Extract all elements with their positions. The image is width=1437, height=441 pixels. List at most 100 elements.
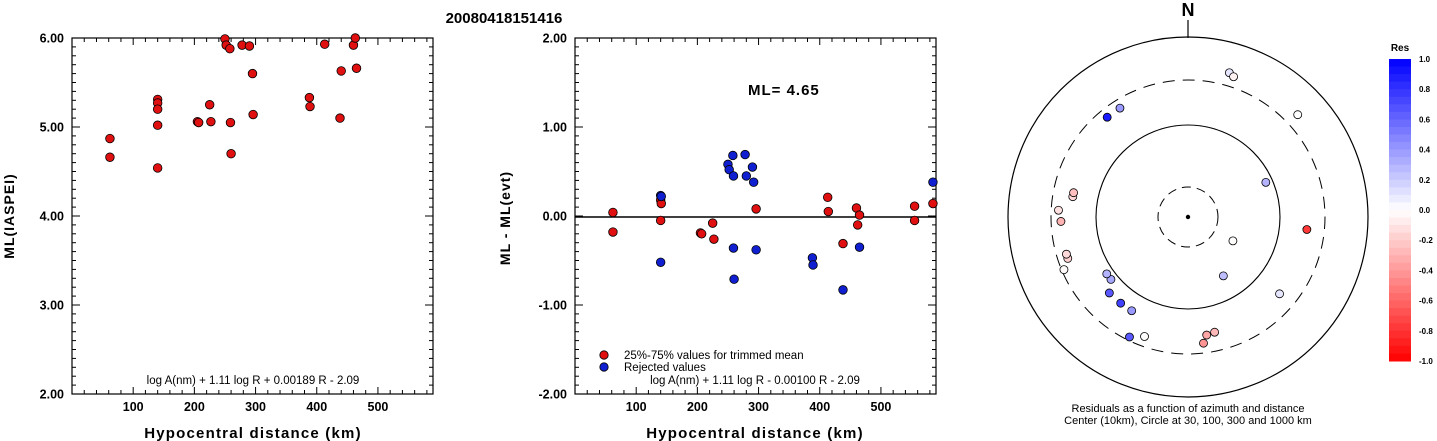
station-residual-point: [1104, 288, 1114, 298]
plot2-ytick-label: -2.00: [539, 388, 568, 402]
station-residual-point: [1293, 110, 1303, 120]
colorbar-cell: [1389, 104, 1411, 113]
plot1-data-point: [206, 116, 216, 127]
colorbar-tick-label: 0.4: [1419, 146, 1431, 155]
plot1-xtick-label: 300: [245, 400, 266, 414]
plot2-data-point: [928, 177, 938, 187]
plot2-data-point: [747, 162, 758, 172]
plot2-ytick-label: 1.00: [543, 121, 567, 135]
colorbar-tick-label: 0.8: [1419, 85, 1431, 94]
plot1-data-point: [193, 117, 204, 128]
colorbar-tick-label: 0.2: [1419, 176, 1431, 185]
plot2-data-point: [838, 238, 848, 249]
plot2-data-point: [909, 201, 920, 211]
station-residual-point: [1116, 298, 1126, 308]
ml-event-annotation: ML= 4.65: [748, 82, 820, 99]
colorbar-cell: [1389, 81, 1411, 90]
colorbar-tick-label: -0.6: [1419, 297, 1433, 306]
colorbar-cell: [1389, 232, 1411, 241]
plot1-formula: log A(nm) + 1.11 log R + 0.00189 R - 2.0…: [147, 375, 360, 387]
plot2-data-point: [748, 177, 759, 187]
plot1-data-point: [248, 109, 258, 120]
plot2-data-point: [838, 285, 848, 295]
station-residual-point: [1056, 217, 1066, 226]
plot2-data-point: [740, 149, 750, 160]
ring-30km: [1157, 186, 1219, 248]
azimuth-residual-panel: N Residuals as a function of azimuth and…: [1007, 0, 1369, 427]
plot1-data-point: [305, 101, 315, 112]
legend-marker-trimmed: [599, 350, 609, 360]
colorbar-cell: [1389, 277, 1411, 286]
plot2-data-point: [854, 242, 865, 252]
colorbar-cell: [1389, 142, 1411, 151]
station-residual-point: [1062, 249, 1071, 259]
colorbar-cell: [1389, 270, 1411, 279]
plot2-data-point: [696, 229, 707, 239]
station-residual-point: [1115, 103, 1125, 113]
north-label: N: [1182, 0, 1195, 20]
colorbar-cell: [1389, 285, 1411, 294]
colorbar-cell: [1389, 179, 1411, 188]
legend-marker-rejected: [599, 362, 609, 372]
colorbar-cell: [1389, 262, 1411, 271]
ring-300km: [1050, 79, 1326, 355]
colorbar-cell: [1389, 323, 1411, 332]
plot1-data-point: [351, 63, 362, 73]
plot1-data-point: [226, 148, 236, 159]
colorbar-cell: [1389, 210, 1411, 219]
station-residual-point: [1275, 289, 1284, 299]
plot2-data-point: [656, 191, 666, 202]
colorbar-cell: [1389, 194, 1411, 203]
colorbar-cell: [1389, 96, 1411, 105]
colorbar-cell: [1389, 300, 1411, 309]
legend-label-trimmed: 25%-75% values for trimmed mean: [624, 350, 804, 362]
station-residual-point: [1199, 338, 1208, 348]
plot1-xtick-label: 200: [184, 400, 205, 414]
colorbar-tick-label: 0.6: [1419, 115, 1431, 124]
plot2-data-point: [728, 243, 739, 253]
colorbar-cell: [1389, 74, 1411, 83]
colorbar-cell: [1389, 66, 1411, 75]
colorbar-cell: [1389, 172, 1411, 181]
plot2-ytick-label: -1.00: [539, 299, 568, 313]
plot2-xtick-label: 400: [809, 400, 830, 414]
colorbar-cell: [1389, 217, 1411, 226]
plot2-data-point: [728, 150, 738, 161]
colorbar-cell: [1389, 157, 1411, 166]
plot1-ytick-label: 2.00: [40, 388, 64, 402]
plot2-data-point: [709, 234, 719, 244]
plot2-xlabel: Hypocentral distance (km): [646, 425, 864, 441]
station-residual-point: [1102, 269, 1112, 279]
legend-label-rejected: Rejected values: [624, 362, 706, 374]
plot1-data-point: [336, 66, 346, 76]
plot1-ytick-label: 3.00: [40, 299, 64, 313]
colorbar-cell: [1389, 89, 1411, 98]
station-residual-point: [1059, 265, 1069, 275]
station-residual-point: [1302, 225, 1312, 234]
colorbar-cell: [1389, 187, 1411, 196]
plot2-data-point: [854, 210, 865, 220]
plot2-data-point: [909, 215, 920, 226]
plot1-data-point: [335, 113, 345, 123]
plot2-data-point: [823, 206, 834, 217]
station-residual-point: [1210, 327, 1219, 337]
residual-vs-distance-panel: 100 200 300 400 500 -2.00 -1.00 0.00 1.00 2.00 H…: [497, 32, 938, 441]
colorbar-tick-label: -0.8: [1419, 327, 1433, 336]
colorbar-title: Res: [1391, 43, 1410, 54]
ml-vs-distance-panel: 100 200 300 400 500 2.00 3.00 4.00 5.00 6.00 Hyp…: [1, 32, 434, 441]
station-residual-point: [1125, 332, 1134, 342]
plot1-data-point: [225, 43, 235, 54]
colorbar-cell: [1389, 202, 1411, 211]
colorbar-cell: [1389, 126, 1411, 135]
colorbar-cell: [1389, 338, 1411, 347]
station-residual-point: [1202, 330, 1212, 340]
plot2-data-point: [751, 204, 761, 214]
plot1-data-point: [304, 92, 315, 103]
plot2-data-point: [852, 220, 863, 230]
colorbar-cell: [1389, 149, 1411, 158]
plot1-data-point: [247, 68, 258, 79]
plot1-data-point: [152, 120, 163, 130]
plot2-data-point: [729, 274, 739, 284]
colorbar-cell: [1389, 345, 1411, 354]
